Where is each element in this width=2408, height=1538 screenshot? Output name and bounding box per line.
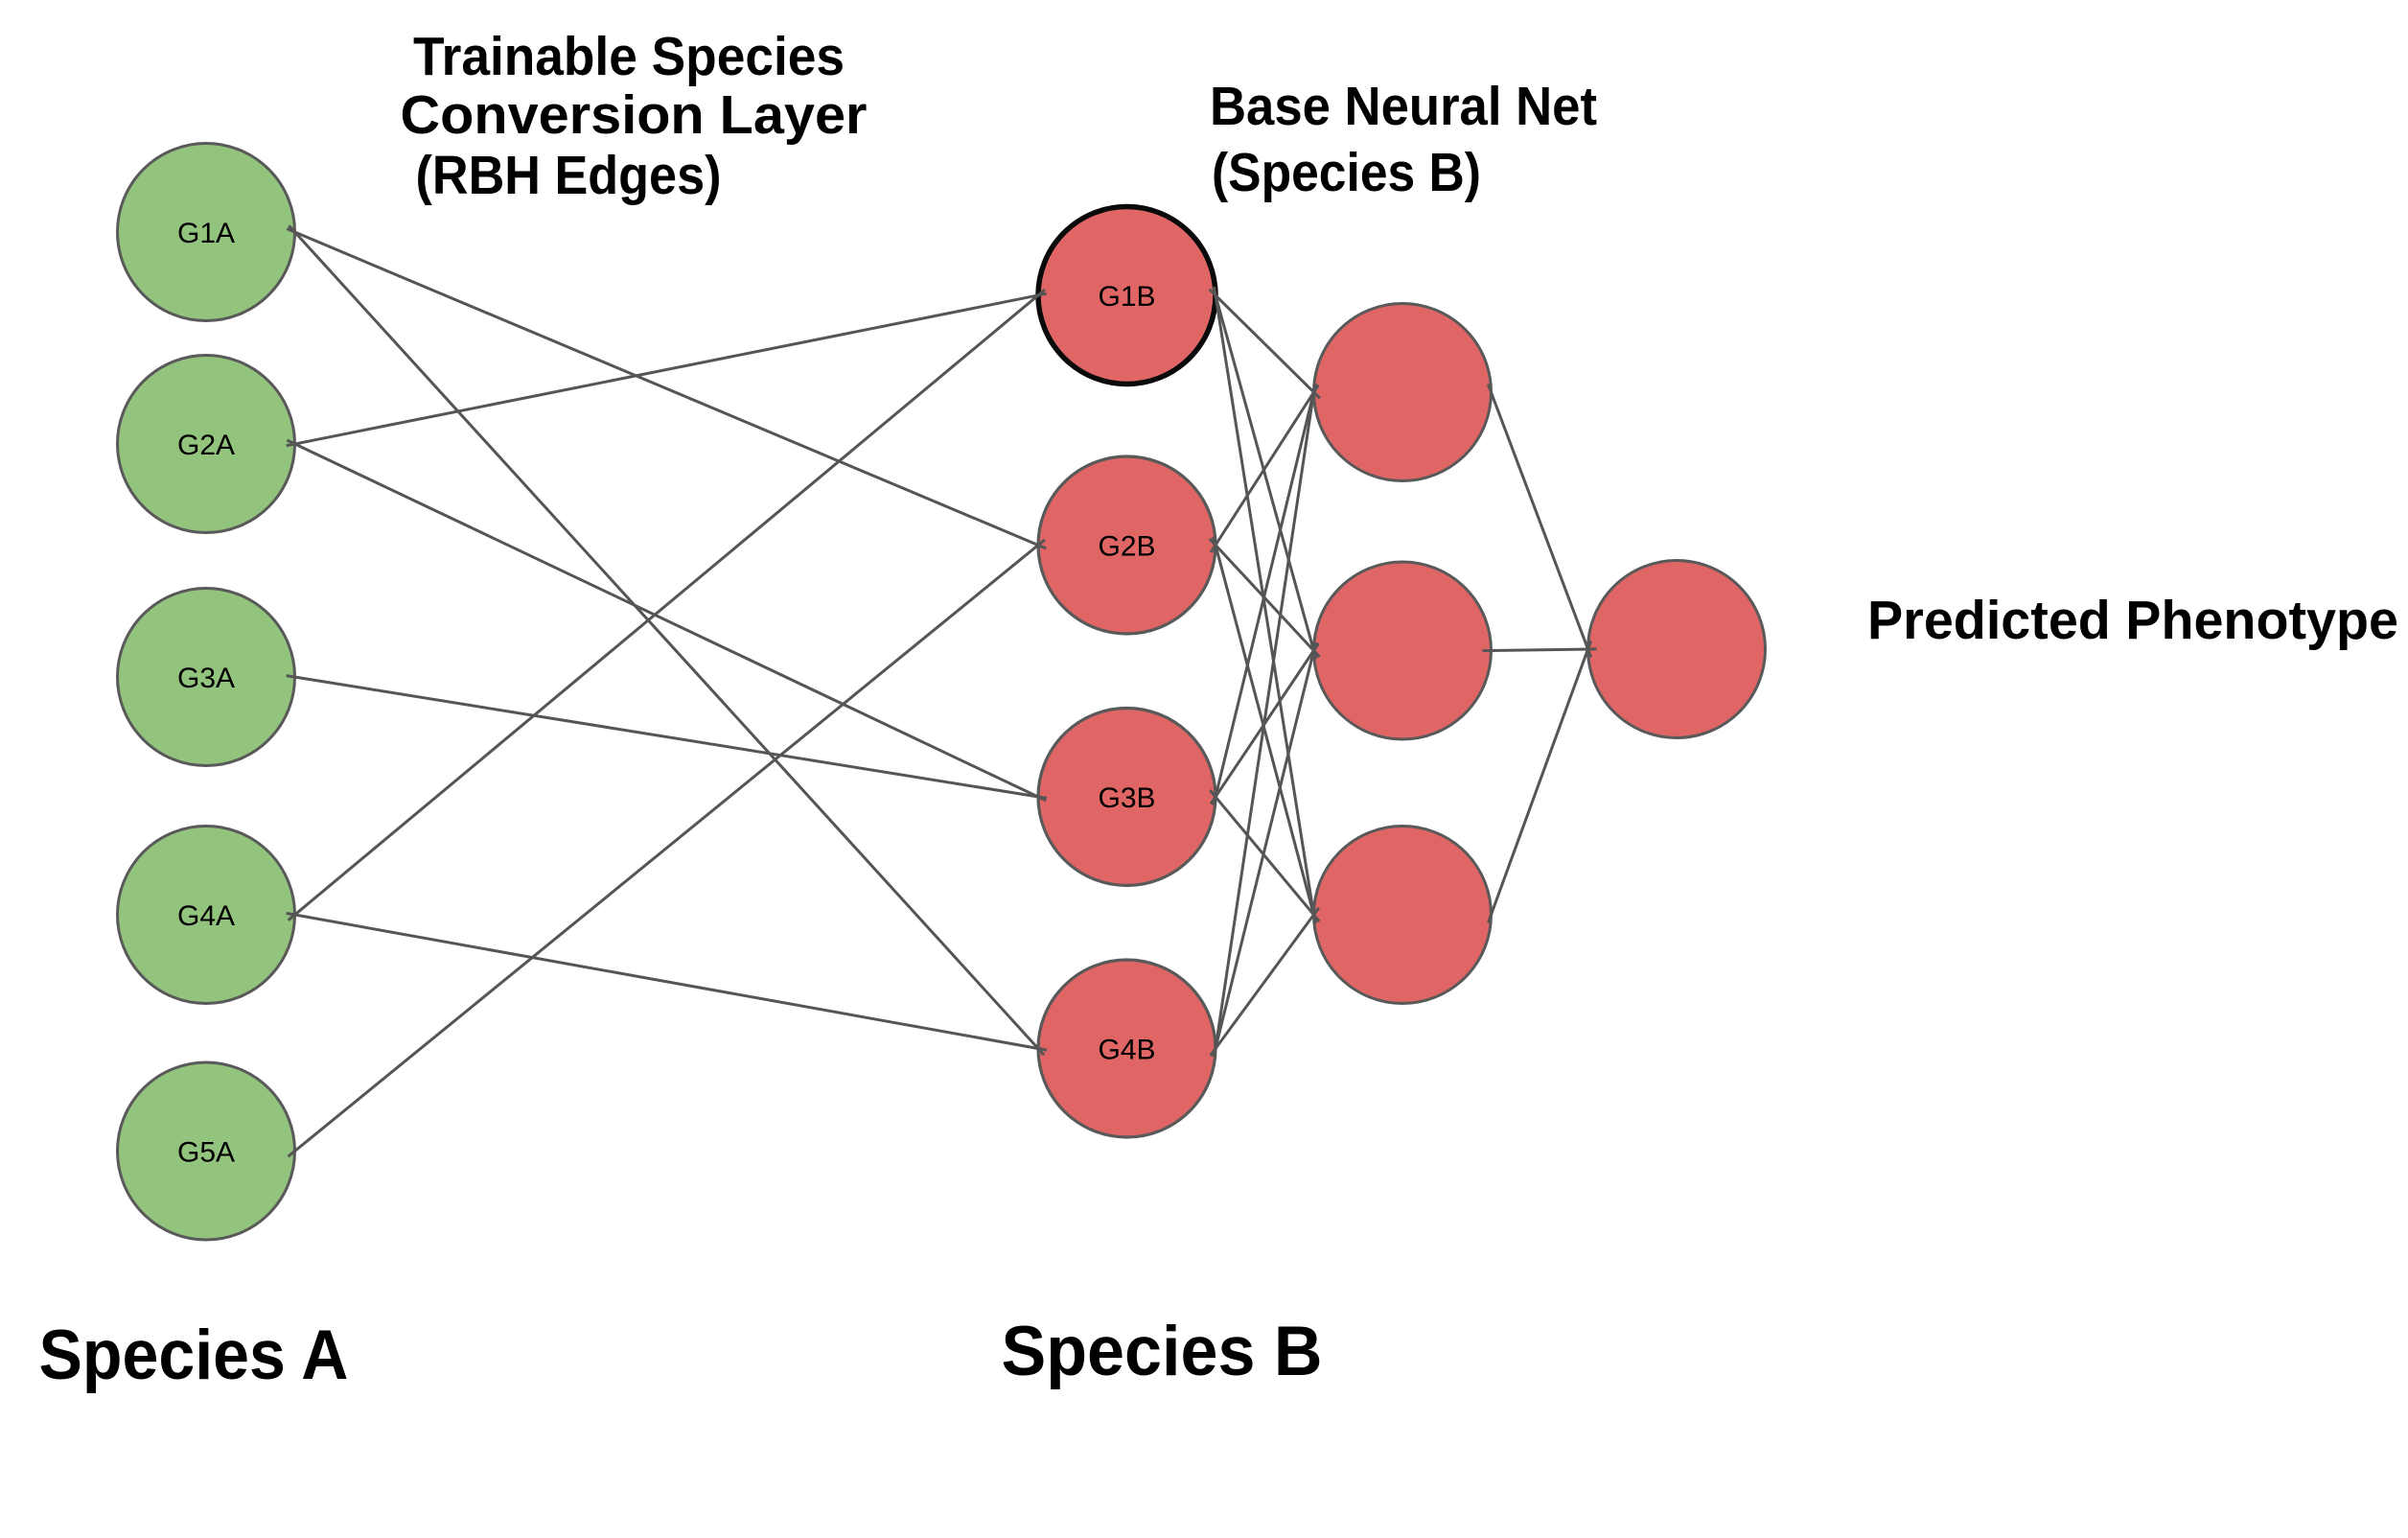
svg-text:G1A: G1A [177, 218, 235, 249]
svg-text:Species B: Species B [1002, 1313, 1323, 1390]
svg-text:Conversion Layer: Conversion Layer [401, 84, 868, 146]
svg-text:Base Neural Net: Base Neural Net [1210, 76, 1597, 137]
svg-text:(RBH Edges): (RBH Edges) [416, 145, 722, 206]
svg-text:G2A: G2A [177, 430, 235, 461]
svg-text:G1B: G1B [1098, 281, 1155, 313]
svg-text:Trainable Species: Trainable Species [413, 26, 845, 87]
svg-text:G3A: G3A [177, 663, 235, 694]
svg-text:Species A: Species A [39, 1317, 349, 1394]
svg-text:G5A: G5A [177, 1137, 235, 1169]
svg-text:G3B: G3B [1098, 782, 1155, 814]
svg-text:G4A: G4A [177, 900, 235, 932]
svg-text:(Species B): (Species B) [1212, 142, 1481, 203]
svg-text:Predicted Phenotype: Predicted Phenotype [1867, 590, 2398, 651]
svg-text:G4B: G4B [1098, 1035, 1155, 1066]
svg-text:G2B: G2B [1098, 531, 1155, 563]
